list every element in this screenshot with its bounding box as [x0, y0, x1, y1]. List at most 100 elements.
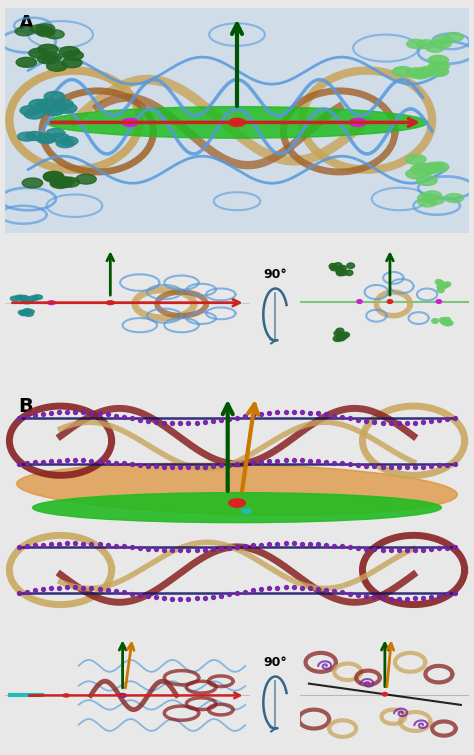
Point: [298, 538, 305, 550]
Circle shape: [21, 299, 31, 304]
Circle shape: [228, 499, 246, 507]
Point: [395, 418, 402, 430]
Circle shape: [441, 283, 448, 288]
Circle shape: [50, 178, 71, 189]
Circle shape: [349, 119, 366, 126]
Point: [435, 590, 443, 602]
Point: [112, 410, 119, 422]
Circle shape: [334, 331, 342, 336]
Point: [249, 409, 257, 421]
Point: [355, 459, 362, 471]
Point: [419, 592, 427, 604]
Circle shape: [19, 295, 28, 300]
Circle shape: [441, 320, 448, 325]
Point: [160, 417, 168, 429]
FancyBboxPatch shape: [5, 8, 469, 233]
Point: [371, 461, 378, 473]
Point: [411, 593, 419, 605]
Circle shape: [441, 319, 447, 324]
Circle shape: [406, 155, 426, 165]
Point: [185, 544, 192, 556]
Point: [233, 587, 241, 599]
Circle shape: [54, 177, 74, 186]
Point: [330, 410, 338, 422]
Circle shape: [59, 47, 80, 57]
Point: [346, 541, 354, 553]
Circle shape: [44, 106, 64, 116]
Point: [193, 461, 201, 473]
Point: [411, 544, 419, 556]
Circle shape: [357, 300, 362, 304]
Circle shape: [24, 109, 45, 119]
Circle shape: [436, 300, 442, 304]
Point: [160, 544, 168, 556]
Point: [225, 458, 233, 470]
Point: [290, 581, 297, 593]
Circle shape: [428, 162, 449, 172]
Circle shape: [444, 282, 451, 287]
Point: [371, 591, 378, 603]
Circle shape: [445, 193, 464, 202]
Circle shape: [62, 58, 82, 68]
Point: [160, 461, 168, 473]
Circle shape: [330, 265, 338, 271]
Point: [39, 584, 47, 596]
Circle shape: [445, 32, 464, 42]
Point: [322, 456, 330, 468]
Circle shape: [429, 61, 449, 71]
Circle shape: [425, 66, 445, 76]
Point: [322, 408, 330, 421]
Point: [31, 409, 39, 421]
Text: 90°: 90°: [264, 268, 287, 281]
Text: 90°: 90°: [264, 656, 287, 669]
Point: [346, 412, 354, 424]
Circle shape: [338, 334, 346, 340]
Point: [55, 406, 63, 418]
Point: [257, 538, 265, 550]
Point: [387, 544, 394, 556]
Point: [169, 593, 176, 605]
Point: [225, 541, 233, 553]
Point: [120, 587, 128, 599]
Point: [225, 588, 233, 600]
Circle shape: [76, 174, 96, 184]
Point: [177, 418, 184, 430]
Circle shape: [41, 53, 62, 63]
Circle shape: [18, 132, 36, 141]
Point: [88, 582, 95, 594]
Point: [15, 587, 22, 599]
Point: [395, 593, 402, 605]
Point: [387, 593, 394, 605]
Point: [47, 582, 55, 594]
Point: [314, 455, 322, 467]
Point: [265, 582, 273, 594]
Point: [15, 541, 22, 553]
Circle shape: [338, 334, 346, 340]
Circle shape: [338, 266, 346, 271]
Point: [265, 538, 273, 550]
Circle shape: [36, 100, 57, 109]
Point: [241, 540, 249, 552]
Point: [104, 456, 111, 468]
Point: [55, 538, 63, 550]
Point: [72, 538, 79, 550]
Circle shape: [342, 332, 349, 337]
Point: [209, 415, 217, 427]
Point: [64, 538, 71, 550]
Circle shape: [29, 48, 49, 58]
Circle shape: [56, 103, 77, 113]
Point: [290, 538, 297, 550]
Point: [435, 542, 443, 554]
Point: [80, 581, 87, 593]
Point: [217, 542, 225, 554]
Point: [395, 461, 402, 473]
Point: [379, 417, 386, 429]
Point: [152, 544, 160, 556]
Circle shape: [329, 263, 337, 269]
Point: [395, 544, 402, 556]
Circle shape: [53, 100, 73, 109]
Point: [249, 539, 257, 551]
Point: [346, 587, 354, 599]
Circle shape: [20, 297, 30, 302]
Point: [403, 418, 410, 430]
